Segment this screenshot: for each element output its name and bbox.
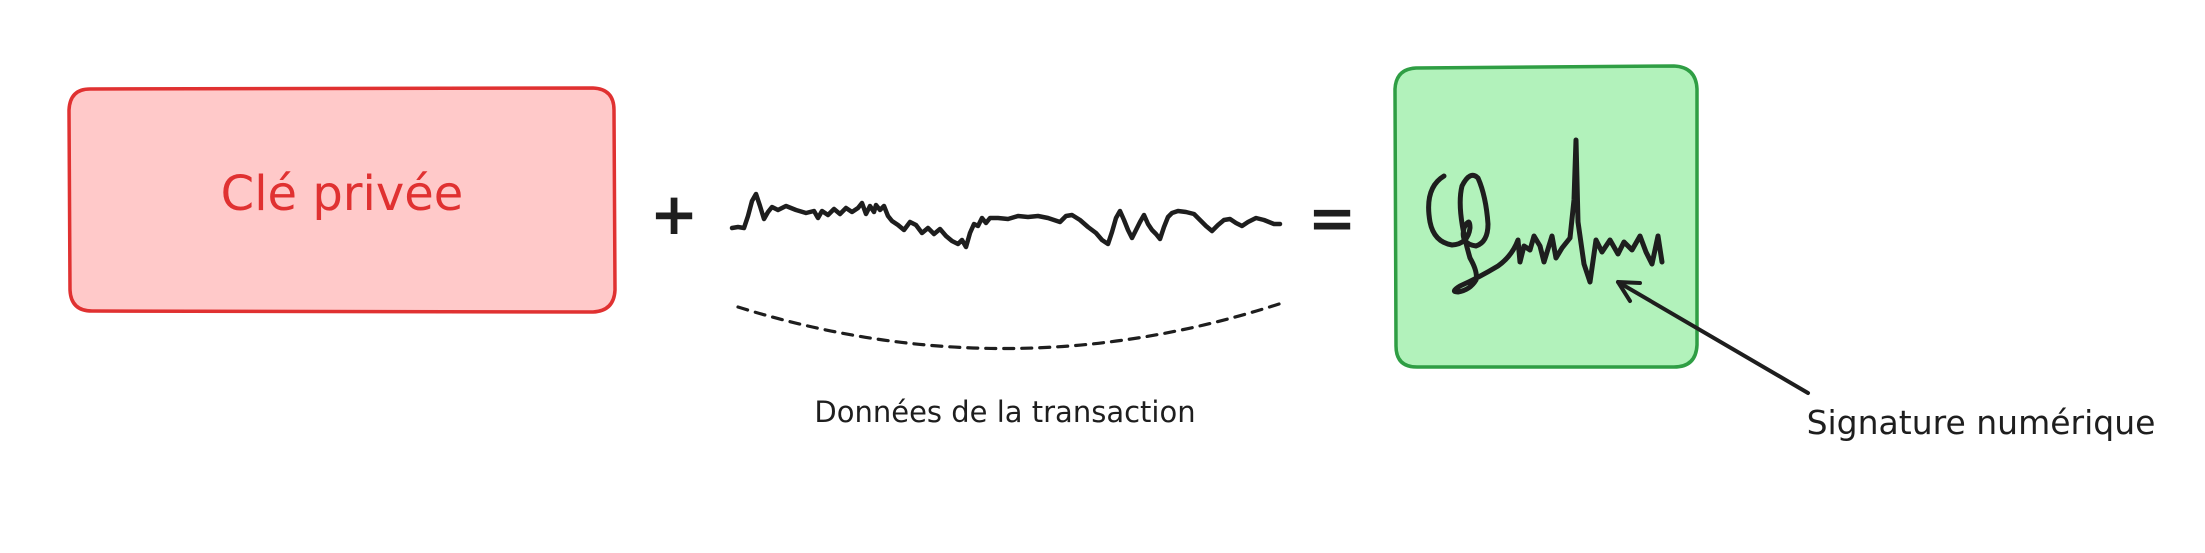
signature-box bbox=[1393, 64, 1699, 369]
signature-group bbox=[1393, 64, 1699, 369]
transaction-data-squiggle bbox=[729, 191, 1283, 250]
private-key-box bbox=[67, 86, 617, 314]
transaction-brace bbox=[736, 301, 1284, 351]
signature-arrow-line bbox=[1616, 280, 1810, 395]
signature-arrow bbox=[1616, 280, 1810, 395]
transaction-label: Données de la transaction bbox=[814, 395, 1195, 429]
signature-label: Signature numérique bbox=[1807, 403, 2156, 442]
signature-scribble bbox=[1426, 137, 1665, 295]
signature-arrow-head bbox=[1616, 280, 1642, 303]
private-key-label: Clé privée bbox=[221, 166, 464, 222]
plus-operator: + bbox=[650, 180, 699, 248]
equals-operator: = bbox=[1308, 184, 1357, 252]
private-key-group: Clé privée bbox=[67, 86, 617, 314]
